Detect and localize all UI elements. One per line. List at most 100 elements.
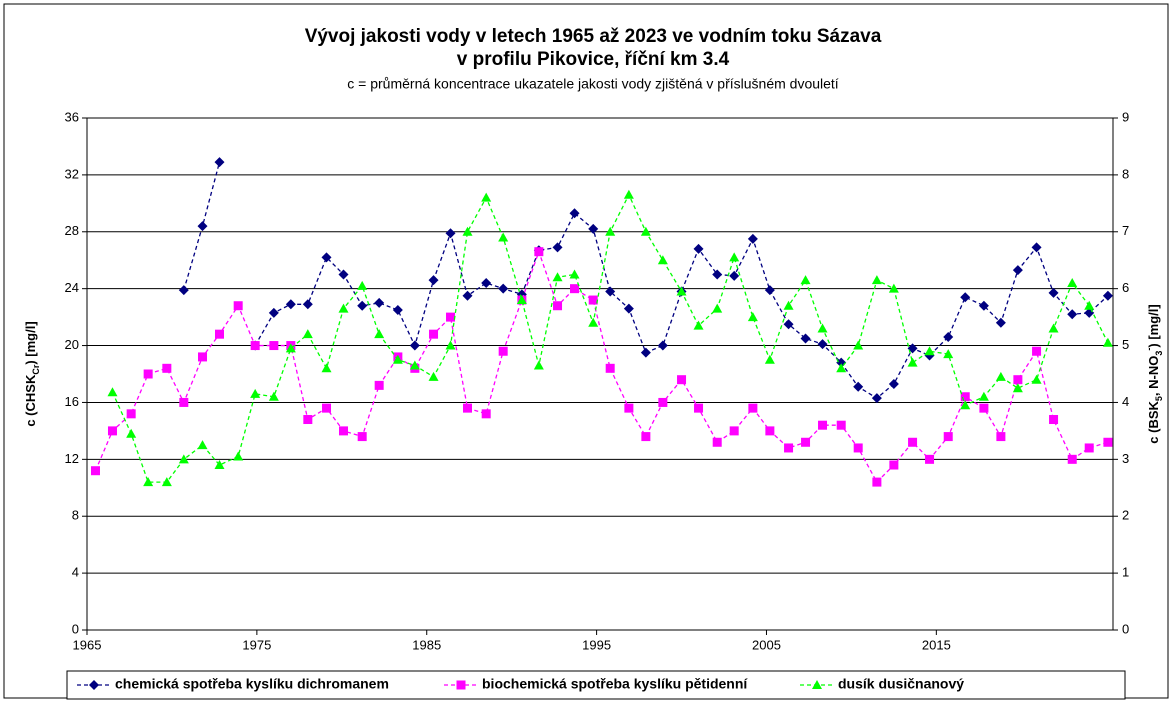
marker (1049, 415, 1059, 425)
y2-axis-label-part: 5 (1154, 396, 1164, 401)
marker (979, 403, 989, 413)
legend-box (66, 670, 1126, 700)
marker (818, 420, 828, 430)
marker (605, 226, 616, 236)
marker (817, 339, 828, 350)
marker (800, 333, 811, 344)
marker (817, 323, 828, 333)
marker (429, 329, 439, 339)
marker (694, 403, 704, 413)
x-tick-label: 1965 (73, 637, 102, 652)
marker (853, 381, 864, 392)
marker (764, 354, 775, 364)
marker (1012, 265, 1023, 276)
marker (748, 403, 758, 413)
y-tick-label: 24 (65, 280, 79, 295)
marker (322, 403, 332, 413)
marker (570, 284, 580, 294)
marker (729, 426, 739, 436)
x-tick-label: 2015 (922, 637, 951, 652)
marker (498, 283, 509, 294)
marker (198, 352, 208, 362)
y-tick-label: 28 (65, 223, 79, 238)
y2-axis-label-part: c (BSK (1146, 400, 1161, 443)
x-tick-label: 1975 (242, 637, 271, 652)
marker (303, 415, 313, 425)
marker (338, 269, 349, 280)
marker (481, 192, 492, 202)
marker (978, 391, 989, 401)
marker (321, 363, 332, 373)
marker (960, 392, 970, 402)
y2-tick-label: 2 (1122, 508, 1129, 523)
marker (533, 360, 544, 370)
marker (943, 349, 954, 359)
marker (357, 432, 367, 442)
marker (960, 292, 971, 303)
marker (374, 380, 384, 390)
marker (126, 409, 136, 419)
marker (888, 283, 899, 293)
marker (302, 299, 313, 310)
marker (1048, 287, 1059, 298)
marker (1031, 374, 1042, 384)
marker (623, 189, 634, 199)
marker (338, 303, 349, 313)
marker (747, 233, 758, 244)
marker (392, 354, 403, 364)
marker (1067, 309, 1078, 320)
marker (871, 275, 882, 285)
marker (800, 275, 811, 285)
marker (888, 378, 899, 389)
marker (784, 443, 794, 453)
marker (392, 305, 403, 315)
marker (1012, 383, 1023, 393)
marker (588, 223, 599, 234)
marker (250, 341, 260, 351)
marker (107, 387, 118, 397)
x-tick-label: 1995 (582, 637, 611, 652)
marker (605, 363, 615, 373)
marker (481, 409, 491, 419)
marker (641, 432, 651, 442)
marker (588, 317, 599, 327)
marker (889, 460, 899, 470)
marker (1084, 443, 1094, 453)
marker (712, 437, 722, 447)
marker (214, 157, 225, 168)
marker (428, 371, 439, 381)
marker (214, 460, 225, 470)
marker (925, 454, 935, 464)
marker (552, 272, 563, 282)
marker (907, 357, 918, 367)
marker (812, 680, 822, 689)
marker (658, 397, 668, 407)
marker (161, 477, 172, 487)
y-tick-label: 8 (72, 508, 79, 523)
marker (302, 329, 313, 339)
marker (712, 269, 723, 280)
marker (729, 270, 740, 281)
marker (943, 432, 953, 442)
chart-title-2: v profilu Pikovice, říční km 3.4 (457, 49, 730, 70)
y-tick-label: 16 (65, 394, 79, 409)
marker (456, 680, 466, 690)
y-tick-label: 36 (65, 109, 79, 124)
marker (374, 329, 385, 339)
marker (534, 247, 544, 257)
marker (1102, 337, 1113, 347)
marker (143, 477, 154, 487)
marker (1031, 242, 1042, 253)
marker (233, 301, 243, 311)
marker (1067, 454, 1077, 464)
marker (588, 295, 598, 305)
y2-axis-label-part: , N-NO (1146, 356, 1161, 396)
marker (729, 252, 740, 262)
marker (1013, 375, 1023, 385)
y-tick-label: 0 (72, 621, 79, 636)
marker (357, 300, 368, 311)
marker (1067, 277, 1078, 287)
marker (462, 290, 473, 301)
y-axis-label: c (CHSKCr) [mg/l] (23, 321, 41, 426)
